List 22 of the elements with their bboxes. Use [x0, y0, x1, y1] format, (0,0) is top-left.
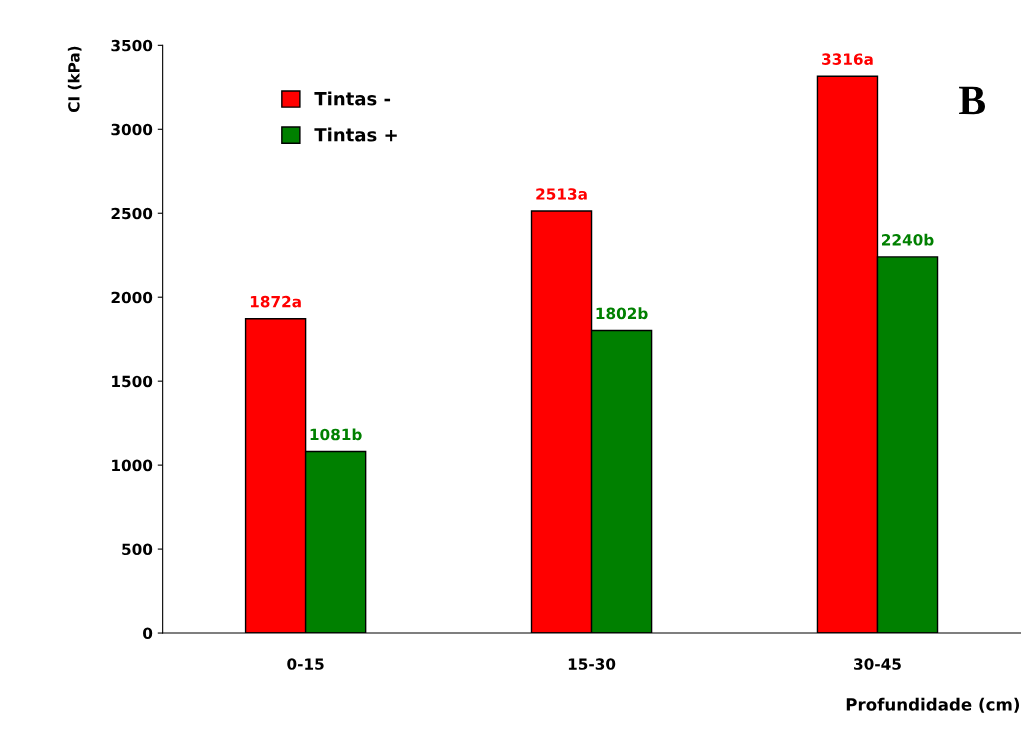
y-axis-title: CI (kPa): [67, 46, 82, 113]
data-label: 1802b: [596, 307, 648, 320]
x-tick-label: 15-30: [568, 658, 616, 670]
y-tick-label: 1000: [112, 459, 153, 472]
annotation: B: [959, 86, 985, 115]
y-tick-label: 1500: [112, 375, 153, 388]
y-tick-label: 3500: [111, 39, 153, 52]
y-tick-label: 0: [143, 627, 153, 640]
data-label: 2240b: [882, 233, 934, 246]
x-tick-label: 30-45: [854, 658, 901, 670]
y-tick-label: 2500: [111, 207, 153, 220]
x-axis-title: Profundidade (cm): [846, 697, 1020, 713]
y-tick-label: 500: [122, 543, 153, 556]
data-label: 1081b: [310, 428, 362, 441]
legend-label: Tintas -: [314, 91, 391, 106]
data-label: 2513a: [536, 188, 587, 200]
x-tick-label: 0-15: [287, 658, 324, 670]
data-label: 3316a: [822, 53, 873, 65]
legend-label: Tintas +: [314, 127, 397, 142]
y-tick-label: 2000: [111, 291, 153, 304]
y-tick-label: 3000: [111, 123, 153, 136]
data-label: 1872a: [250, 295, 301, 308]
